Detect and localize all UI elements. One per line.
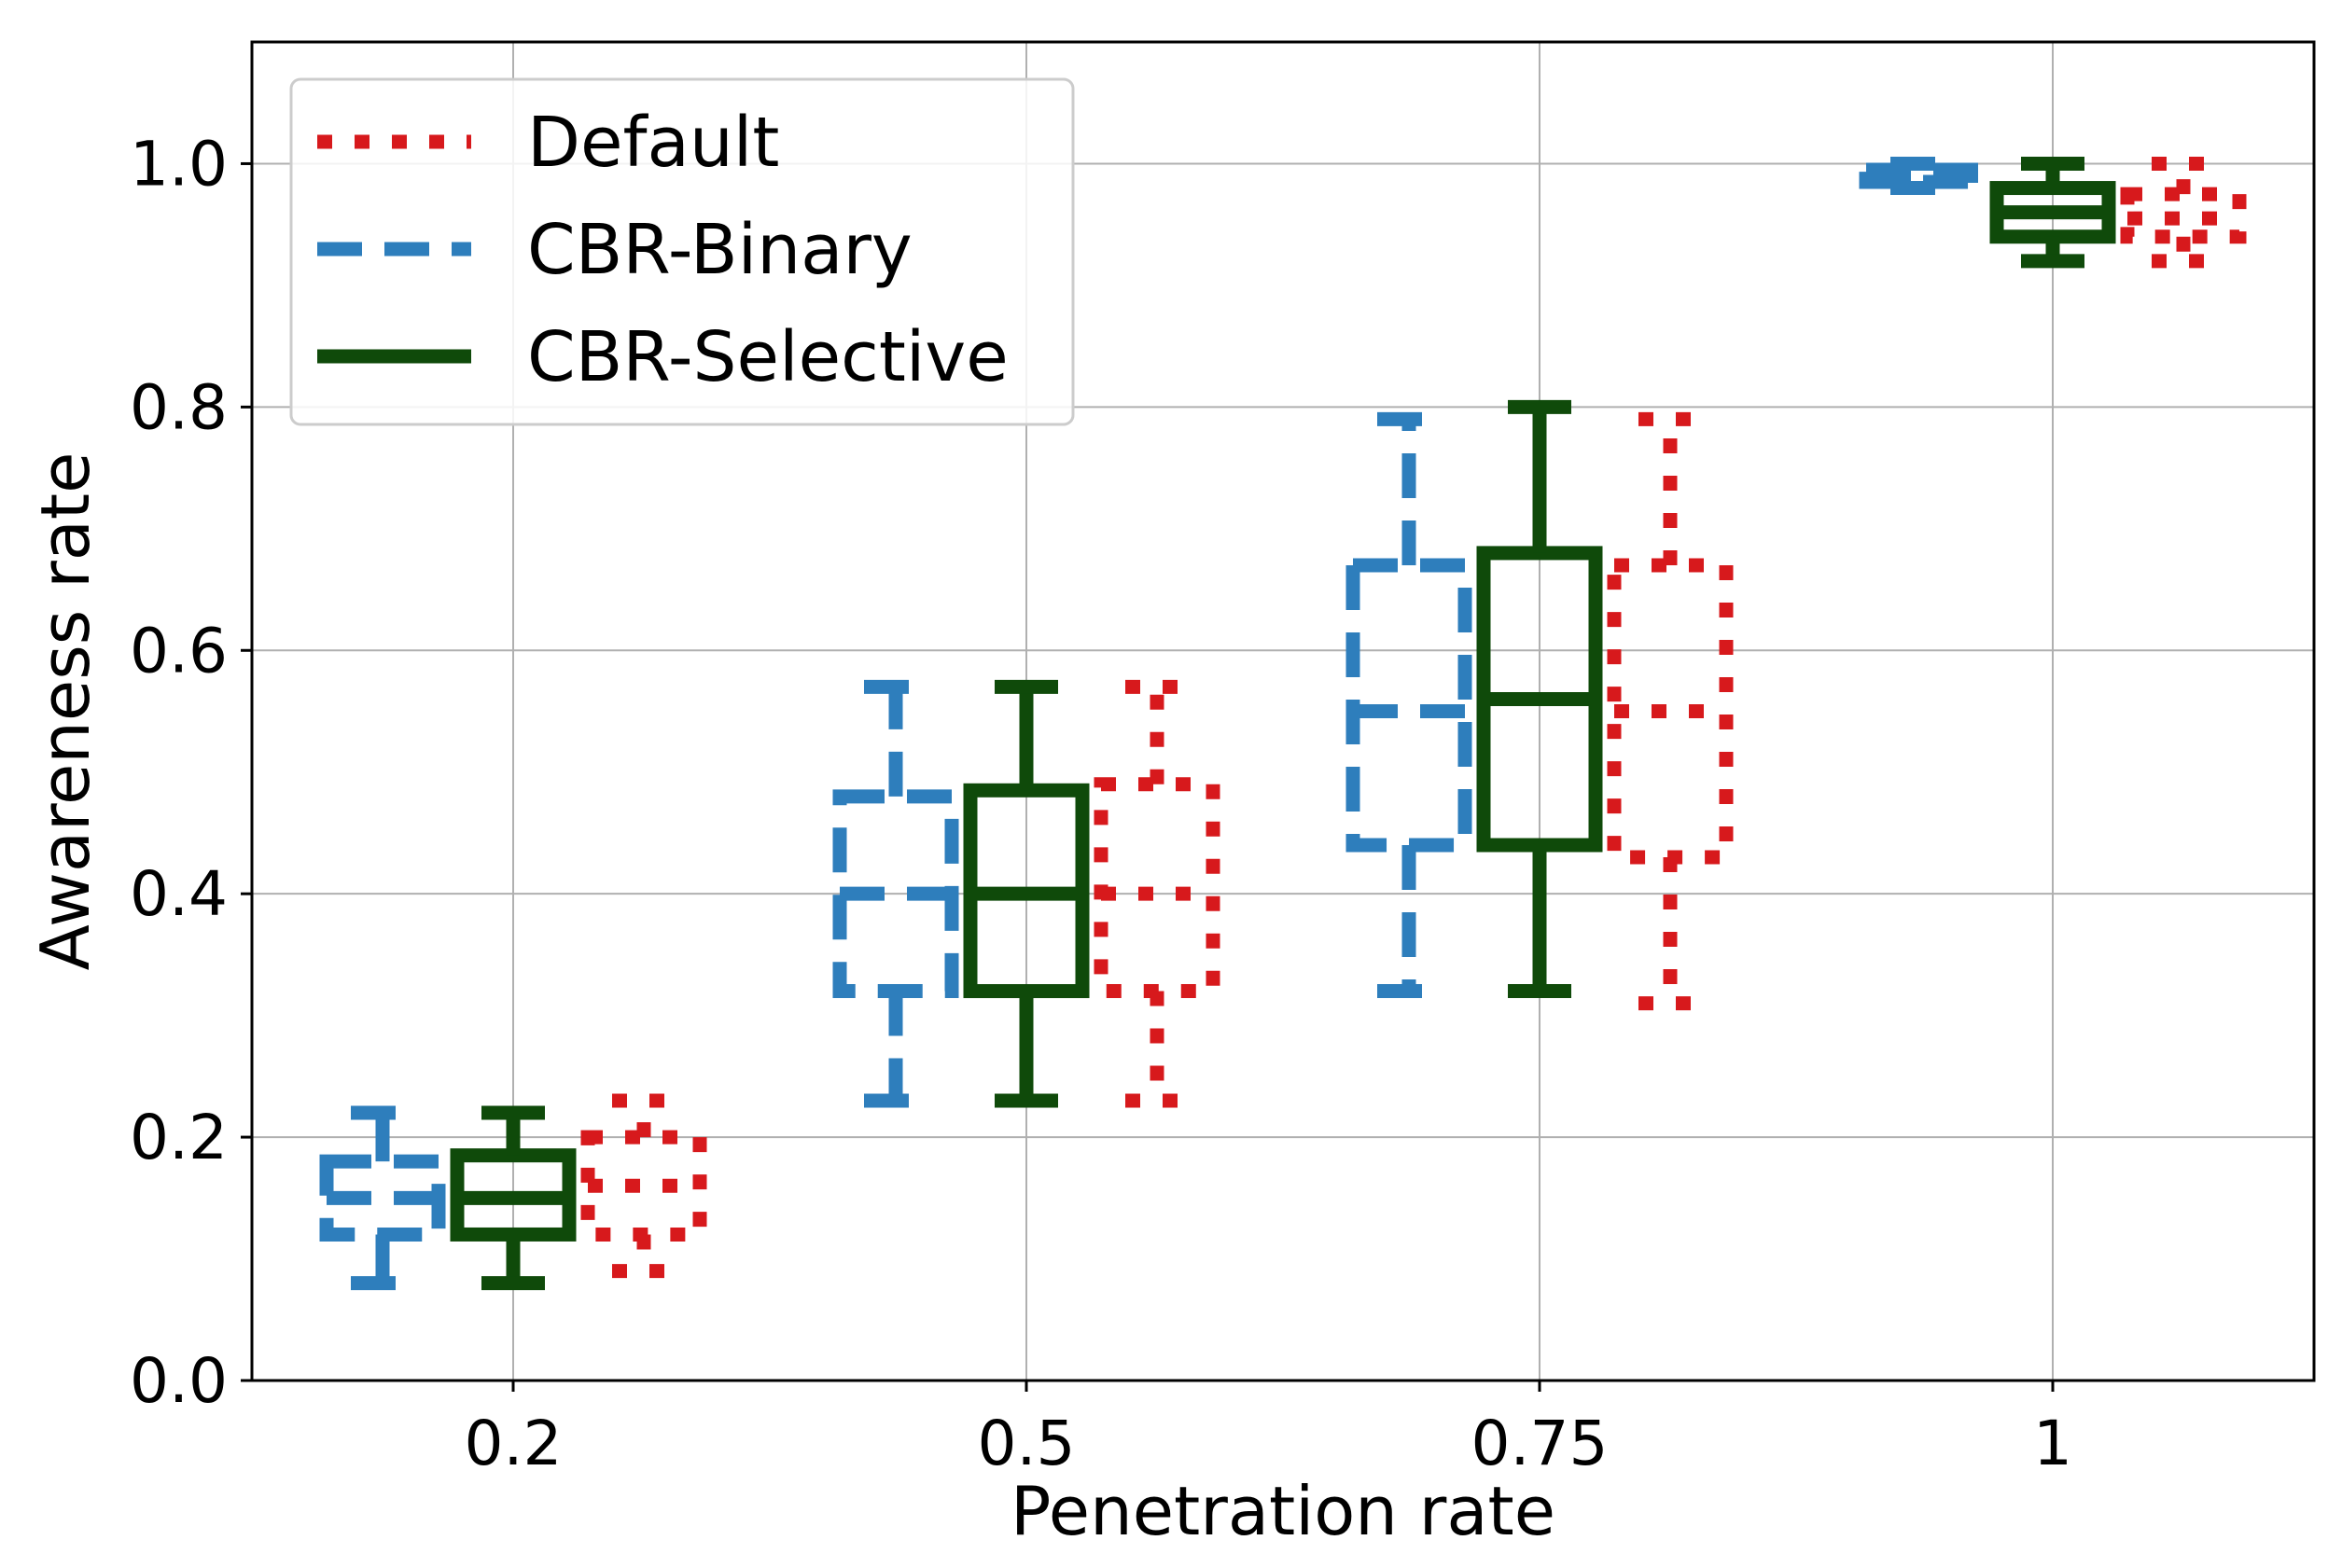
x-tick-label: 1 bbox=[2033, 1408, 2072, 1479]
x-tick-label: 0.5 bbox=[978, 1408, 1076, 1479]
legend-frame bbox=[289, 77, 1075, 426]
box-cbr-selective-1 bbox=[1989, 156, 2116, 269]
y-tick-label: 0.6 bbox=[130, 615, 228, 687]
x-axis-label: Penetration rate bbox=[1011, 1472, 1555, 1550]
y-axis-ticks: 0.0 0.2 0.4 0.6 0.8 1.0 bbox=[130, 128, 252, 1417]
plot-frame bbox=[250, 40, 2316, 1382]
series-cbr-selective bbox=[450, 156, 2116, 1291]
y-tick-label: 1.0 bbox=[130, 128, 228, 200]
box-default-0.5 bbox=[1094, 679, 1220, 1108]
x-tick-label: 0.2 bbox=[465, 1408, 563, 1479]
legend-label: Default bbox=[527, 103, 779, 183]
y-tick-label: 0.0 bbox=[130, 1345, 228, 1417]
series-cbr-binary bbox=[319, 156, 1986, 1291]
y-tick-label: 0.4 bbox=[130, 858, 228, 930]
y-tick-label: 0.8 bbox=[130, 371, 228, 443]
box-cbr-binary-0.2 bbox=[319, 1105, 446, 1291]
y-axis-label: Awareness rate bbox=[26, 452, 105, 971]
legend-label: CBR-Binary bbox=[527, 210, 913, 290]
box-cbr-selective-0.5 bbox=[963, 679, 1090, 1108]
box-cbr-binary-1 bbox=[1859, 156, 1986, 196]
x-tick-label: 0.75 bbox=[1471, 1408, 1609, 1479]
box-groups bbox=[319, 156, 2247, 1291]
box-cbr-binary-0.75 bbox=[1345, 411, 1472, 999]
box-default-0.2 bbox=[580, 1093, 707, 1279]
series-default bbox=[580, 156, 2247, 1279]
box-default-0.75 bbox=[1607, 411, 1734, 1011]
box-cbr-selective-0.2 bbox=[450, 1105, 577, 1291]
box-cbr-binary-0.5 bbox=[832, 679, 959, 1108]
y-tick-label: 0.2 bbox=[130, 1102, 228, 1173]
legend: Default CBR-Binary CBR-Selective bbox=[289, 77, 1075, 426]
box-body bbox=[1607, 558, 1734, 865]
x-axis-ticks: 0.2 0.5 0.75 1 bbox=[465, 1381, 2072, 1479]
box-default-1 bbox=[2120, 156, 2247, 269]
legend-label: CBR-Selective bbox=[527, 317, 1009, 397]
box-cbr-selective-0.75 bbox=[1476, 399, 1603, 999]
